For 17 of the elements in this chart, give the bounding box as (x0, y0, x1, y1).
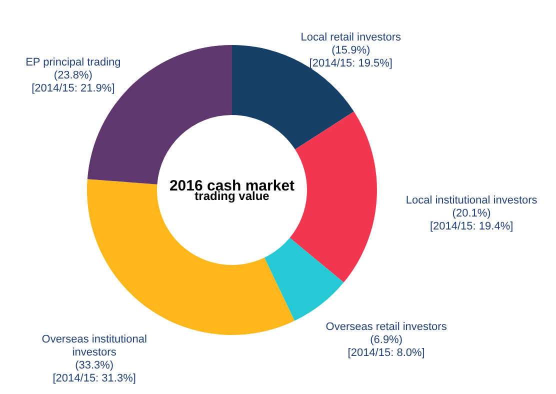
data-label: (6.9%) (370, 334, 403, 346)
data-label: (20.1%) (452, 207, 491, 220)
text: [2014/15: 21.9%] (32, 82, 115, 94)
slice-label: EP principal trading (26, 56, 121, 68)
text: [2014/15: 19.4%] (430, 220, 514, 232)
text: [2014/15: 8.0%] (348, 347, 425, 360)
text: [2014/15: 19.5%] (309, 57, 392, 70)
text: [2014/15: 31.3%] (52, 372, 136, 384)
data-label: (15.9%) (332, 44, 370, 56)
slice-label: Local institutional investors (406, 194, 538, 206)
donut-slice (87, 179, 295, 335)
data-label: (23.8%) (54, 69, 92, 82)
data-label: (33.3%) (75, 359, 114, 372)
slice-label: Local retail investors (300, 31, 402, 44)
slice-label: Overseas institutional investors (42, 333, 147, 358)
slice-label: Overseas retail investors (326, 321, 448, 334)
donut-slice (264, 238, 344, 321)
